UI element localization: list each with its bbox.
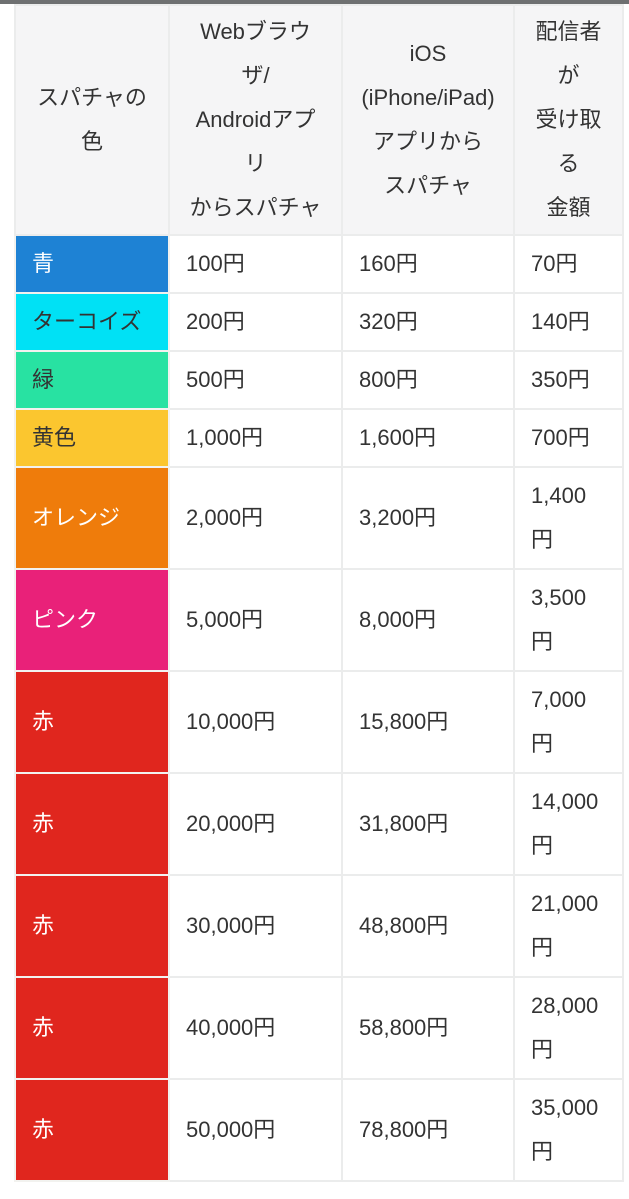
web-android-price-cell: 30,000円 bbox=[168, 874, 343, 978]
table-body: 青 100円 160円 70円 ターコイズ 200円 320円 140円 緑 5… bbox=[14, 234, 624, 1182]
web-android-price-cell: 50,000円 bbox=[168, 1078, 343, 1182]
table-row: 赤 50,000円 78,800円 35,000円 bbox=[14, 1078, 624, 1182]
ios-price-cell: 48,800円 bbox=[341, 874, 515, 978]
header-ios-price: iOS (iPhone/iPad) アプリから スパチャ bbox=[341, 4, 515, 236]
creator-amount-cell: 700円 bbox=[513, 408, 624, 468]
web-android-price-cell: 2,000円 bbox=[168, 466, 343, 570]
ios-price-cell: 800円 bbox=[341, 350, 515, 410]
web-android-price-cell: 5,000円 bbox=[168, 568, 343, 672]
ios-price-cell: 31,800円 bbox=[341, 772, 515, 876]
superchat-color-cell: 青 bbox=[14, 234, 170, 294]
web-android-price-cell: 200円 bbox=[168, 292, 343, 352]
creator-amount-cell: 35,000円 bbox=[513, 1078, 624, 1182]
superchat-color-cell: 赤 bbox=[14, 976, 170, 1080]
web-android-price-cell: 40,000円 bbox=[168, 976, 343, 1080]
ios-price-cell: 15,800円 bbox=[341, 670, 515, 774]
superchat-color-cell: 赤 bbox=[14, 670, 170, 774]
creator-amount-cell: 7,000円 bbox=[513, 670, 624, 774]
table-row: 赤 30,000円 48,800円 21,000円 bbox=[14, 874, 624, 978]
web-android-price-cell: 100円 bbox=[168, 234, 343, 294]
ios-price-cell: 160円 bbox=[341, 234, 515, 294]
table-row: 青 100円 160円 70円 bbox=[14, 234, 624, 294]
superchat-price-table: スパチャの 色 Webブラウ ザ/ Androidアプ リ からスパチャ iOS… bbox=[14, 4, 624, 1182]
table-row: 赤 20,000円 31,800円 14,000円 bbox=[14, 772, 624, 876]
creator-amount-cell: 350円 bbox=[513, 350, 624, 410]
creator-amount-cell: 3,500円 bbox=[513, 568, 624, 672]
creator-amount-cell: 70円 bbox=[513, 234, 624, 294]
table-row: 赤 40,000円 58,800円 28,000円 bbox=[14, 976, 624, 1080]
web-android-price-cell: 10,000円 bbox=[168, 670, 343, 774]
creator-amount-cell: 140円 bbox=[513, 292, 624, 352]
superchat-color-cell: 赤 bbox=[14, 874, 170, 978]
web-android-price-cell: 20,000円 bbox=[168, 772, 343, 876]
superchat-color-cell: オレンジ bbox=[14, 466, 170, 570]
creator-amount-cell: 14,000円 bbox=[513, 772, 624, 876]
ios-price-cell: 3,200円 bbox=[341, 466, 515, 570]
superchat-color-cell: 赤 bbox=[14, 772, 170, 876]
superchat-color-cell: 緑 bbox=[14, 350, 170, 410]
superchat-color-cell: 黄色 bbox=[14, 408, 170, 468]
table-row: 赤 10,000円 15,800円 7,000円 bbox=[14, 670, 624, 774]
table-row: ターコイズ 200円 320円 140円 bbox=[14, 292, 624, 352]
web-android-price-cell: 1,000円 bbox=[168, 408, 343, 468]
header-web-android-price: Webブラウ ザ/ Androidアプ リ からスパチャ bbox=[168, 4, 343, 236]
ios-price-cell: 320円 bbox=[341, 292, 515, 352]
top-divider-bar bbox=[0, 0, 629, 4]
superchat-color-cell: ターコイズ bbox=[14, 292, 170, 352]
creator-amount-cell: 21,000円 bbox=[513, 874, 624, 978]
header-creator-amount: 配信者 が 受け取 る 金額 bbox=[513, 4, 624, 236]
table-row: 黄色 1,000円 1,600円 700円 bbox=[14, 408, 624, 468]
creator-amount-cell: 1,400円 bbox=[513, 466, 624, 570]
header-row: スパチャの 色 Webブラウ ザ/ Androidアプ リ からスパチャ iOS… bbox=[14, 4, 624, 236]
ios-price-cell: 8,000円 bbox=[341, 568, 515, 672]
header-superchat-color: スパチャの 色 bbox=[14, 4, 170, 236]
creator-amount-cell: 28,000円 bbox=[513, 976, 624, 1080]
ios-price-cell: 58,800円 bbox=[341, 976, 515, 1080]
table-row: 緑 500円 800円 350円 bbox=[14, 350, 624, 410]
table-row: オレンジ 2,000円 3,200円 1,400円 bbox=[14, 466, 624, 570]
superchat-color-cell: ピンク bbox=[14, 568, 170, 672]
ios-price-cell: 78,800円 bbox=[341, 1078, 515, 1182]
web-android-price-cell: 500円 bbox=[168, 350, 343, 410]
ios-price-cell: 1,600円 bbox=[341, 408, 515, 468]
table-row: ピンク 5,000円 8,000円 3,500円 bbox=[14, 568, 624, 672]
superchat-color-cell: 赤 bbox=[14, 1078, 170, 1182]
